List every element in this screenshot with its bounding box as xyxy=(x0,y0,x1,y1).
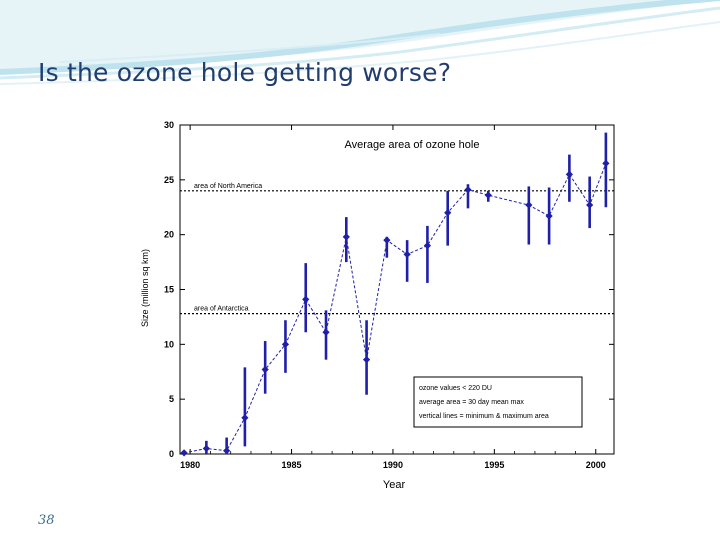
data-point xyxy=(525,201,533,209)
x-tick-label: 1990 xyxy=(383,460,403,470)
y-tick-label: 10 xyxy=(164,339,174,349)
chart-frame: Average area of ozone hole Year Size (mi… xyxy=(108,108,656,518)
y-tick-label: 0 xyxy=(169,449,174,459)
legend-box xyxy=(413,376,583,428)
data-point xyxy=(545,212,553,220)
y-tick-label: 30 xyxy=(164,120,174,130)
x-tick-label: 1985 xyxy=(282,460,302,470)
x-tick-label: 1980 xyxy=(180,460,200,470)
x-axis-label: Year xyxy=(383,479,406,491)
y-tick-label: 20 xyxy=(164,230,174,240)
plot-layer: 0 5 10 15 20 25 30 1980 1985 1990 1995 2000 area of … xyxy=(164,120,615,470)
data-point xyxy=(383,236,391,244)
y-tick-label: 15 xyxy=(164,285,174,295)
data-point xyxy=(202,444,210,453)
y-tick-label: 5 xyxy=(169,394,174,404)
legend-entry: ozone values < 220 DU xyxy=(419,385,492,392)
slide-title: Is the ozone hole getting worse? xyxy=(38,58,452,87)
data-point xyxy=(565,170,573,178)
data-point xyxy=(223,447,231,455)
data-point xyxy=(342,233,350,241)
data-point xyxy=(484,191,492,199)
data-point xyxy=(464,186,472,194)
ozone-hole-chart: Average area of ozone hole Year Size (mi… xyxy=(140,120,615,491)
data-point xyxy=(586,201,594,209)
data-point xyxy=(281,340,290,348)
y-axis-label: Size (million sq km) xyxy=(140,249,150,327)
data-point xyxy=(322,328,330,336)
reference-line-label: area of North America xyxy=(194,183,262,190)
x-tick-label: 1995 xyxy=(484,460,504,470)
data-point xyxy=(403,250,411,259)
data-point xyxy=(261,365,269,374)
data-point xyxy=(302,295,310,303)
slide-number: 38 xyxy=(38,513,55,528)
legend-entry: average area = 30 day mean max xyxy=(419,399,524,406)
reference-line-label: area of Antarctica xyxy=(194,306,249,313)
data-point xyxy=(241,414,249,422)
legend-entry: vertical lines = minimum & maximum area xyxy=(419,413,549,420)
data-point xyxy=(180,449,188,457)
data-point xyxy=(602,159,610,167)
header-wave-decoration xyxy=(0,0,720,100)
x-tick-label: 2000 xyxy=(586,460,606,470)
chart-title: Average area of ozone hole xyxy=(345,139,480,151)
data-point xyxy=(362,356,371,364)
data-point xyxy=(423,242,432,250)
data-point xyxy=(444,209,452,217)
y-tick-label: 25 xyxy=(164,175,174,185)
